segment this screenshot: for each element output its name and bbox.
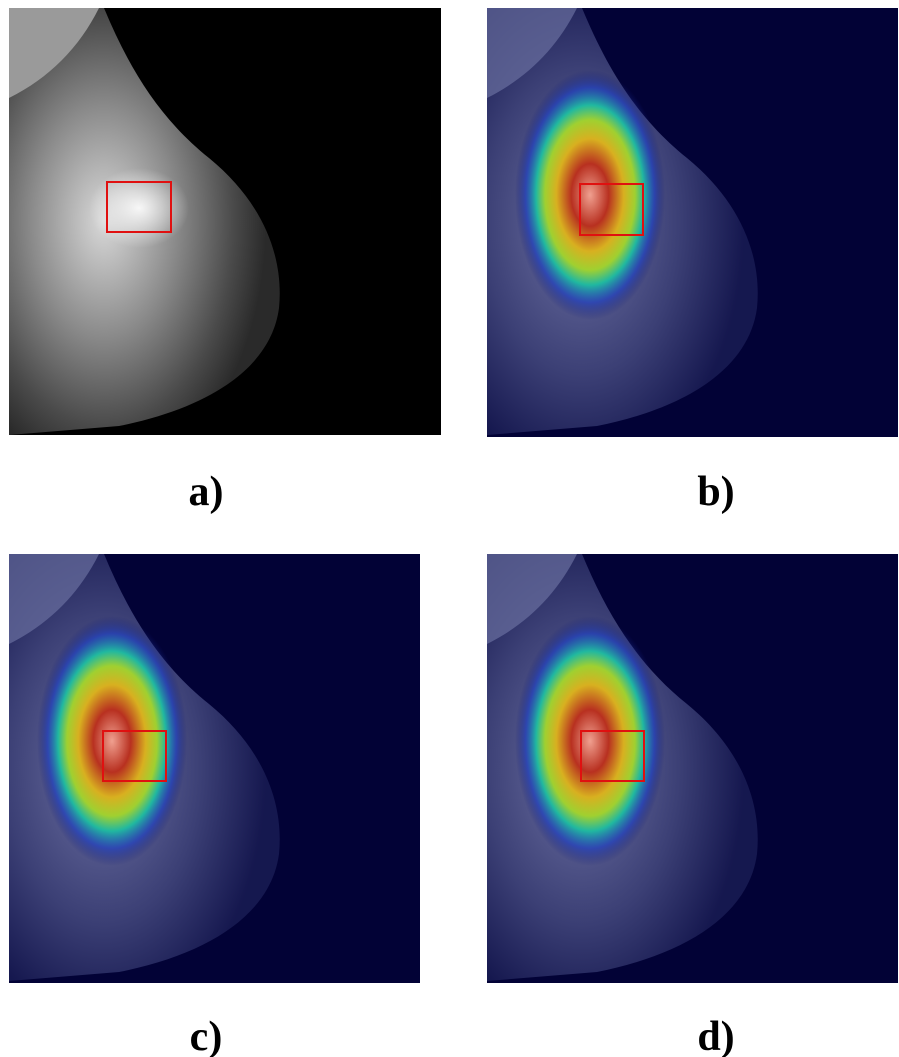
panel-label: d) [697, 1014, 734, 1057]
panel-d-image [487, 554, 898, 983]
figure: a) b) c) d) [0, 0, 899, 1057]
panel-c-image [9, 554, 420, 983]
panel-label: a) [189, 469, 224, 515]
page: a) b) c) d) (() => { const data = JSON.p… [0, 0, 899, 1057]
panel-label: c) [190, 1014, 223, 1057]
panel-a-image [9, 8, 441, 435]
panel-label: b) [697, 469, 734, 515]
panel-b-image [487, 8, 898, 437]
